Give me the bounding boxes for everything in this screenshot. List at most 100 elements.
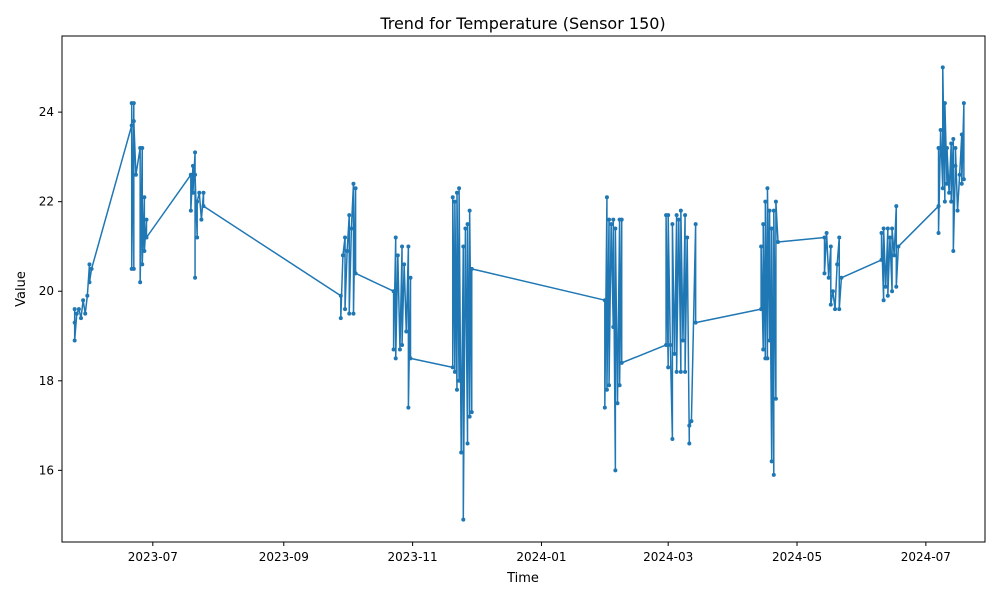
- y-tick-label: 22: [39, 195, 54, 209]
- data-point: [961, 101, 966, 106]
- data-point: [353, 186, 358, 191]
- data-point: [454, 387, 459, 392]
- data-point: [961, 177, 966, 182]
- data-point: [140, 145, 145, 150]
- data-point: [452, 199, 457, 204]
- y-tick-label: 16: [39, 463, 54, 477]
- data-point: [72, 338, 77, 343]
- data-point: [193, 172, 198, 177]
- data-point: [883, 284, 888, 289]
- data-point: [199, 217, 204, 222]
- data-point: [402, 262, 407, 267]
- data-point: [885, 293, 890, 298]
- data-point: [79, 316, 84, 321]
- data-point: [953, 145, 958, 150]
- data-point: [607, 217, 612, 222]
- data-point: [613, 468, 618, 473]
- data-point: [345, 248, 350, 253]
- data-point: [761, 222, 766, 227]
- data-point: [837, 307, 842, 312]
- data-point: [670, 222, 675, 227]
- data-point: [890, 226, 895, 231]
- data-point: [617, 383, 622, 388]
- data-point: [72, 320, 77, 325]
- plot-area: [72, 65, 966, 522]
- data-point: [676, 217, 681, 222]
- data-point: [465, 222, 470, 227]
- data-point: [131, 101, 136, 106]
- data-point: [666, 213, 671, 218]
- data-point: [759, 307, 764, 312]
- data-point: [201, 190, 206, 195]
- data-point: [87, 262, 92, 267]
- data-point: [687, 441, 692, 446]
- data-point: [353, 271, 358, 276]
- data-point: [461, 517, 466, 522]
- data-point: [195, 235, 200, 240]
- data-point: [949, 199, 954, 204]
- data-point: [129, 123, 134, 128]
- data-point: [397, 347, 402, 352]
- x-tick-label: 2024-01: [516, 550, 566, 564]
- data-point: [894, 204, 899, 209]
- data-point: [769, 226, 774, 231]
- data-point: [822, 235, 827, 240]
- x-axis-label: Time: [506, 571, 539, 586]
- data-point: [828, 302, 833, 307]
- data-point: [765, 186, 770, 191]
- data-point: [683, 369, 688, 374]
- data-point: [144, 235, 149, 240]
- data-point: [188, 208, 193, 213]
- data-point: [824, 231, 829, 236]
- data-point: [619, 360, 624, 365]
- data-point: [776, 239, 781, 244]
- data-point: [400, 342, 405, 347]
- data-point: [459, 450, 464, 455]
- data-point: [693, 222, 698, 227]
- data-point: [395, 253, 400, 258]
- data-point: [393, 235, 398, 240]
- data-point: [193, 150, 198, 155]
- data-point: [896, 244, 901, 249]
- data-point: [881, 298, 886, 303]
- data-point: [951, 248, 956, 253]
- data-point: [674, 369, 679, 374]
- data-point: [188, 172, 193, 177]
- data-point: [351, 311, 356, 316]
- data-point: [190, 190, 195, 195]
- data-point: [683, 213, 688, 218]
- data-point: [457, 378, 462, 383]
- data-point: [689, 419, 694, 424]
- data-point: [763, 199, 768, 204]
- data-point: [672, 351, 677, 356]
- x-axis: 2023-07 2023-09 2023-11 2024-01 2024-03 2024-…: [128, 542, 951, 564]
- data-point: [349, 226, 354, 231]
- data-point: [609, 222, 614, 227]
- data-point: [400, 244, 405, 249]
- data-point: [670, 437, 675, 442]
- data-point: [773, 396, 778, 401]
- data-point: [761, 347, 766, 352]
- data-point: [201, 204, 206, 209]
- data-point: [894, 284, 899, 289]
- data-point: [936, 204, 941, 209]
- data-point: [343, 235, 348, 240]
- data-point: [959, 132, 964, 137]
- data-point: [140, 262, 145, 267]
- data-point: [393, 356, 398, 361]
- x-tick-label: 2024-05: [772, 550, 822, 564]
- data-point: [602, 298, 607, 303]
- data-point: [406, 244, 411, 249]
- data-point: [83, 311, 88, 316]
- data-point: [463, 226, 468, 231]
- data-point: [469, 266, 474, 271]
- data-point: [615, 401, 620, 406]
- data-point: [452, 369, 457, 374]
- data-point: [940, 65, 945, 70]
- data-point: [767, 338, 772, 343]
- x-tick-label: 2024-03: [643, 550, 693, 564]
- data-point: [391, 347, 396, 352]
- axes-frame: [61, 35, 986, 543]
